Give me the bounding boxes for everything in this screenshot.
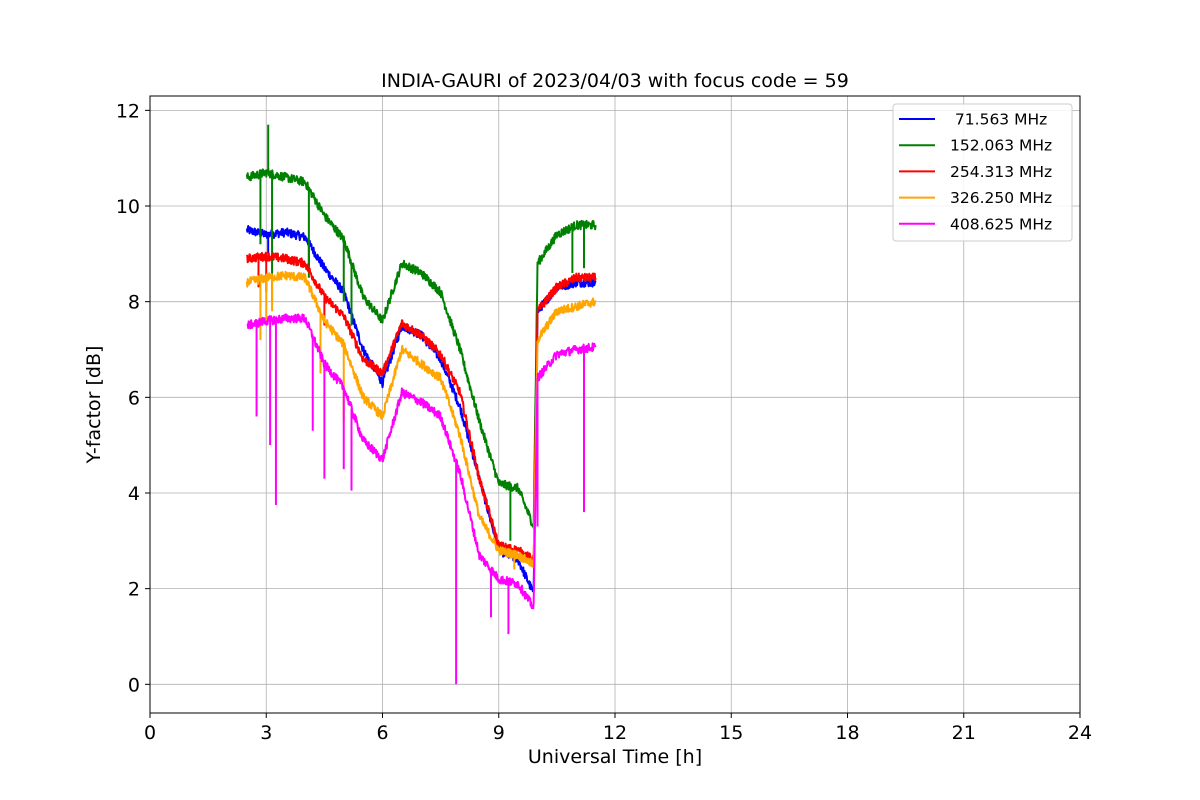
x-tick-label: 9	[493, 722, 505, 744]
legend-entry: 326.250 MHz	[950, 189, 1052, 207]
series-line	[245, 251, 597, 565]
series-line	[245, 168, 597, 529]
x-tick-label: 15	[719, 722, 743, 744]
chart-title: INDIA-GAURI of 2023/04/03 with focus cod…	[381, 70, 849, 92]
x-tick-label: 3	[260, 722, 272, 744]
legend-box	[892, 103, 1073, 242]
x-tick-label: 21	[952, 722, 976, 744]
x-tick-label: 12	[603, 722, 627, 744]
series-line	[245, 270, 597, 569]
x-tick-label: 18	[835, 722, 859, 744]
y-tick-label: 10	[116, 196, 140, 218]
y-axis-label: Y-factor [dB]	[83, 346, 105, 465]
legend-entry: 152.063 MHz	[950, 137, 1052, 155]
plot-area	[245, 124, 597, 685]
x-tick-label: 24	[1068, 722, 1092, 744]
y-tick-label: 4	[128, 483, 140, 505]
legend-entry: 254.313 MHz	[950, 163, 1052, 181]
legend-entry: 408.625 MHz	[950, 215, 1052, 233]
y-tick-label: 6	[128, 387, 140, 409]
x-tick-label: 6	[376, 722, 388, 744]
x-axis-label: Universal Time [h]	[528, 746, 702, 768]
series-5	[246, 313, 597, 685]
y-tick-label: 2	[128, 579, 140, 601]
x-tick-label: 0	[144, 722, 156, 744]
y-tick-label: 0	[128, 674, 140, 696]
y-tick-label: 12	[116, 100, 140, 122]
y-tick-label: 8	[128, 292, 140, 314]
series-4	[245, 270, 597, 570]
legend: 71.563 MHz 152.063 MHz 254.313 MHz 326.250 …	[892, 103, 1073, 242]
legend-entry: 71.563 MHz	[950, 111, 1047, 129]
series-2	[245, 124, 597, 541]
